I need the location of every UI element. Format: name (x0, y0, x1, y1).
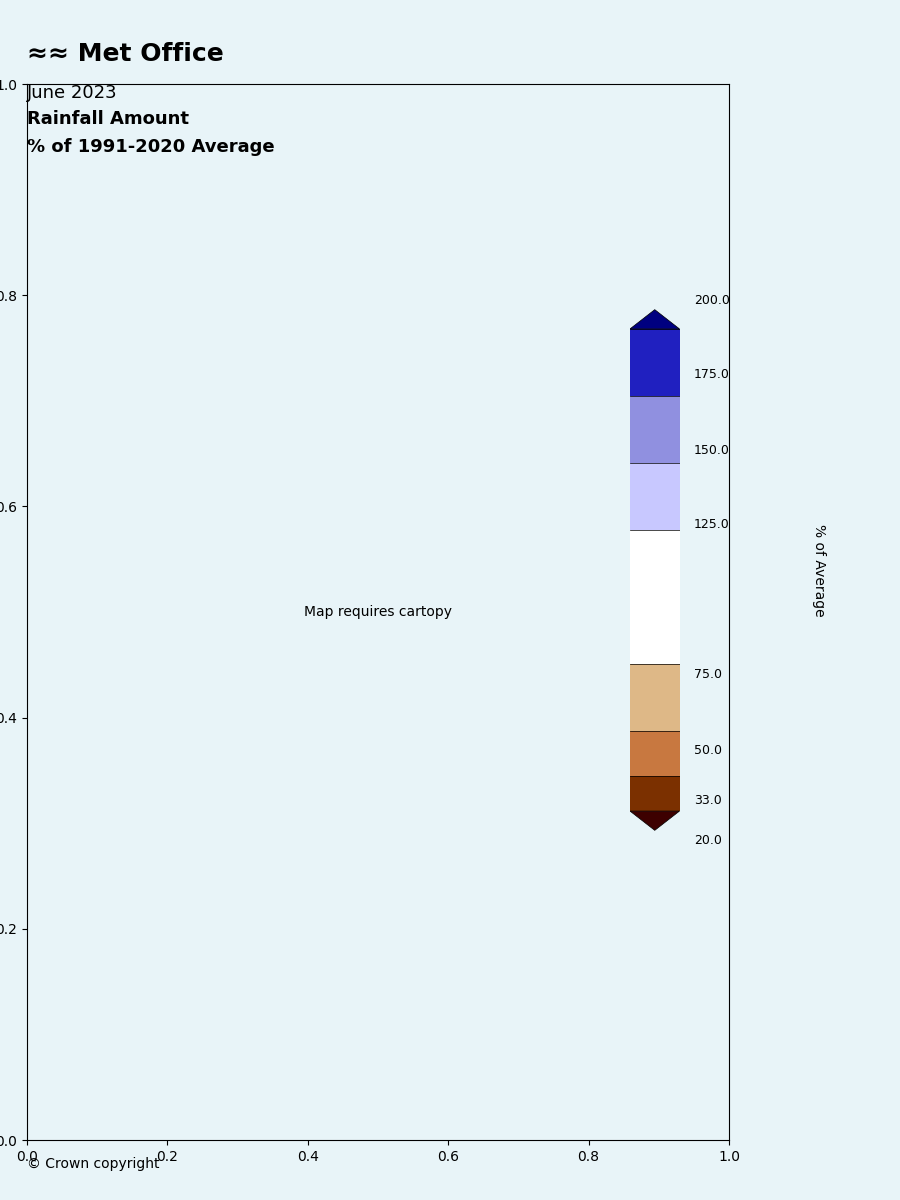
Text: % of Average: % of Average (812, 523, 826, 617)
Polygon shape (630, 811, 680, 830)
Text: June 2023: June 2023 (27, 84, 118, 102)
Bar (630, 530, 680, 664)
Text: © Crown copyright: © Crown copyright (27, 1157, 159, 1171)
Text: 20.0: 20.0 (694, 834, 722, 846)
Text: ≈≈ Met Office: ≈≈ Met Office (27, 42, 224, 66)
Text: Rainfall Amount: Rainfall Amount (27, 110, 189, 128)
Text: Map requires cartopy: Map requires cartopy (304, 605, 452, 619)
Text: 175.0: 175.0 (694, 368, 730, 382)
Text: 33.0: 33.0 (694, 794, 722, 808)
Text: % of 1991-2020 Average: % of 1991-2020 Average (27, 138, 274, 156)
Text: 50.0: 50.0 (694, 744, 722, 756)
Text: 75.0: 75.0 (694, 668, 722, 682)
Text: 125.0: 125.0 (694, 518, 730, 532)
Polygon shape (630, 310, 680, 329)
Bar (630, 463, 680, 530)
Bar (630, 776, 680, 811)
Text: 200.0: 200.0 (694, 294, 730, 306)
Bar (630, 664, 680, 731)
Bar (630, 329, 680, 396)
Text: 150.0: 150.0 (694, 444, 730, 456)
Bar (630, 396, 680, 463)
Bar (630, 731, 680, 776)
